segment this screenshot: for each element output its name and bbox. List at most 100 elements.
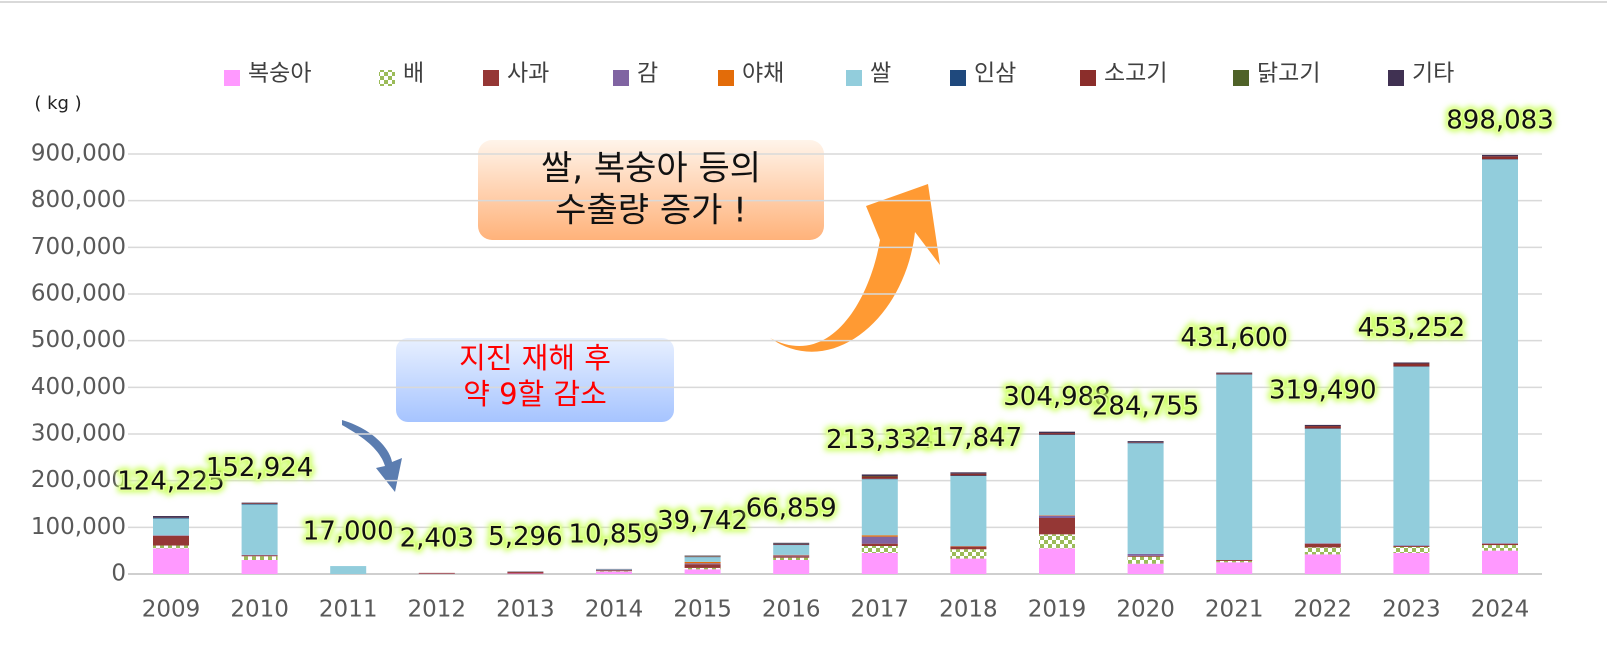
bar-segment bbox=[1127, 443, 1164, 554]
legend-label: 기타 bbox=[1412, 61, 1454, 87]
legend-swatch bbox=[718, 70, 734, 86]
total-label: 39,742 bbox=[657, 506, 748, 536]
x-tick-label: 2012 bbox=[408, 597, 467, 623]
total-label: 5,296 bbox=[488, 522, 562, 552]
total-glow: 284,755 bbox=[1092, 392, 1200, 422]
bar-segment bbox=[861, 553, 898, 574]
bar-segment bbox=[950, 546, 987, 550]
bar-segment bbox=[1482, 159, 1518, 544]
bar-segment bbox=[1216, 560, 1253, 563]
total-glow: 898,083 bbox=[1446, 105, 1554, 135]
bar-segment bbox=[773, 560, 810, 574]
bar-segment bbox=[861, 476, 898, 479]
legend-swatch bbox=[950, 70, 966, 86]
total-glow: 213,334 bbox=[826, 425, 934, 455]
annotation: 약 9할 감소 bbox=[463, 377, 607, 411]
x-tick-label: 2018 bbox=[939, 597, 998, 623]
bar-segment bbox=[1216, 372, 1253, 374]
total-label: 17,000 bbox=[303, 517, 394, 547]
legend-label: 인삼 bbox=[974, 61, 1016, 87]
bar-segment bbox=[1482, 543, 1518, 546]
x-tick-label: 2023 bbox=[1382, 597, 1441, 623]
bar-segment bbox=[241, 555, 278, 557]
total-label: 124,225 bbox=[117, 467, 225, 497]
total-glow: 431,600 bbox=[1180, 323, 1288, 353]
bar-segment bbox=[861, 543, 898, 546]
total-glow: 304,988 bbox=[1003, 382, 1111, 412]
legend-swatch bbox=[613, 70, 629, 86]
legend-label: 사과 bbox=[507, 61, 549, 87]
total-glow: 2,403 bbox=[400, 523, 474, 553]
bar-segment bbox=[950, 558, 987, 574]
total-glow: 152,924 bbox=[206, 453, 314, 483]
annotation: 수출량 증가 ! bbox=[555, 191, 747, 231]
bar-segment bbox=[950, 472, 987, 474]
bar-segment bbox=[861, 536, 898, 544]
total-label: 217,847 bbox=[915, 423, 1023, 453]
x-tick-label: 2016 bbox=[762, 597, 821, 623]
bar-segment bbox=[684, 564, 721, 568]
bar-segment bbox=[241, 504, 278, 555]
up-arrow bbox=[770, 184, 940, 352]
bar-segment bbox=[773, 557, 810, 560]
bar-segment bbox=[1039, 431, 1075, 434]
bar-segment bbox=[507, 571, 544, 573]
bar-segment bbox=[1039, 433, 1075, 435]
bar-segment bbox=[861, 474, 898, 476]
total-label: 431,600 bbox=[1180, 323, 1288, 353]
x-tick-label: 2017 bbox=[851, 597, 910, 623]
bar-segment bbox=[1127, 555, 1164, 557]
legend-swatch bbox=[483, 70, 499, 86]
total-glow: 319,490 bbox=[1269, 375, 1377, 405]
x-tick-label: 2022 bbox=[1294, 597, 1353, 623]
bar-segment bbox=[773, 556, 810, 558]
annotation: 쌀, 복숭아 등의 bbox=[541, 149, 761, 189]
y-tick-label: 700,000 bbox=[31, 234, 126, 260]
x-tick-label: 2021 bbox=[1205, 597, 1264, 623]
bar-segment bbox=[1127, 556, 1164, 564]
bar-segment bbox=[507, 572, 544, 574]
bar-segment bbox=[1304, 426, 1341, 429]
legend-label: 야채 bbox=[742, 61, 784, 87]
bar-segment bbox=[1127, 563, 1164, 574]
legend-label: 감 bbox=[637, 61, 658, 87]
y-tick-label: 0 bbox=[111, 561, 126, 587]
bar-segment bbox=[596, 571, 632, 574]
bar-segment bbox=[684, 567, 721, 570]
bar-segment bbox=[153, 518, 189, 536]
total-glow: 10,859 bbox=[569, 519, 660, 549]
y-tick-label: 800,000 bbox=[31, 187, 126, 213]
total-label: 284,755 bbox=[1092, 392, 1200, 422]
legend-swatch bbox=[846, 70, 862, 86]
bar-segment bbox=[1482, 550, 1518, 574]
bar-segment bbox=[330, 566, 367, 574]
unit-label: ( kg ) bbox=[34, 93, 81, 114]
y-tick-label: 100,000 bbox=[31, 514, 126, 540]
legend-label: 배 bbox=[403, 61, 424, 87]
bar-segment bbox=[153, 545, 189, 549]
total-glow: 66,859 bbox=[746, 493, 837, 523]
x-tick-label: 2020 bbox=[1116, 597, 1175, 623]
y-tick-label: 600,000 bbox=[31, 281, 126, 307]
bar-segment bbox=[861, 535, 898, 537]
y-tick-label: 500,000 bbox=[31, 327, 126, 353]
bar-segment bbox=[1127, 553, 1164, 556]
total-glow: 5,296 bbox=[488, 522, 562, 552]
bar-segment bbox=[1393, 366, 1430, 546]
x-tick-label: 2024 bbox=[1471, 597, 1530, 623]
total-label: 66,859 bbox=[746, 493, 837, 523]
bar-segment bbox=[773, 542, 810, 544]
callout-box bbox=[396, 338, 674, 422]
legend-swatch bbox=[1388, 70, 1404, 86]
bar-segment bbox=[153, 517, 189, 519]
total-glow: 39,742 bbox=[657, 506, 748, 536]
bar-segment bbox=[1304, 424, 1341, 427]
bar-segment bbox=[684, 561, 721, 564]
bar-segment bbox=[684, 569, 721, 574]
total-label: 453,252 bbox=[1358, 313, 1466, 343]
y-tick-label: 200,000 bbox=[31, 467, 126, 493]
bar-segment bbox=[1039, 534, 1075, 549]
bar-segment bbox=[1304, 428, 1341, 544]
